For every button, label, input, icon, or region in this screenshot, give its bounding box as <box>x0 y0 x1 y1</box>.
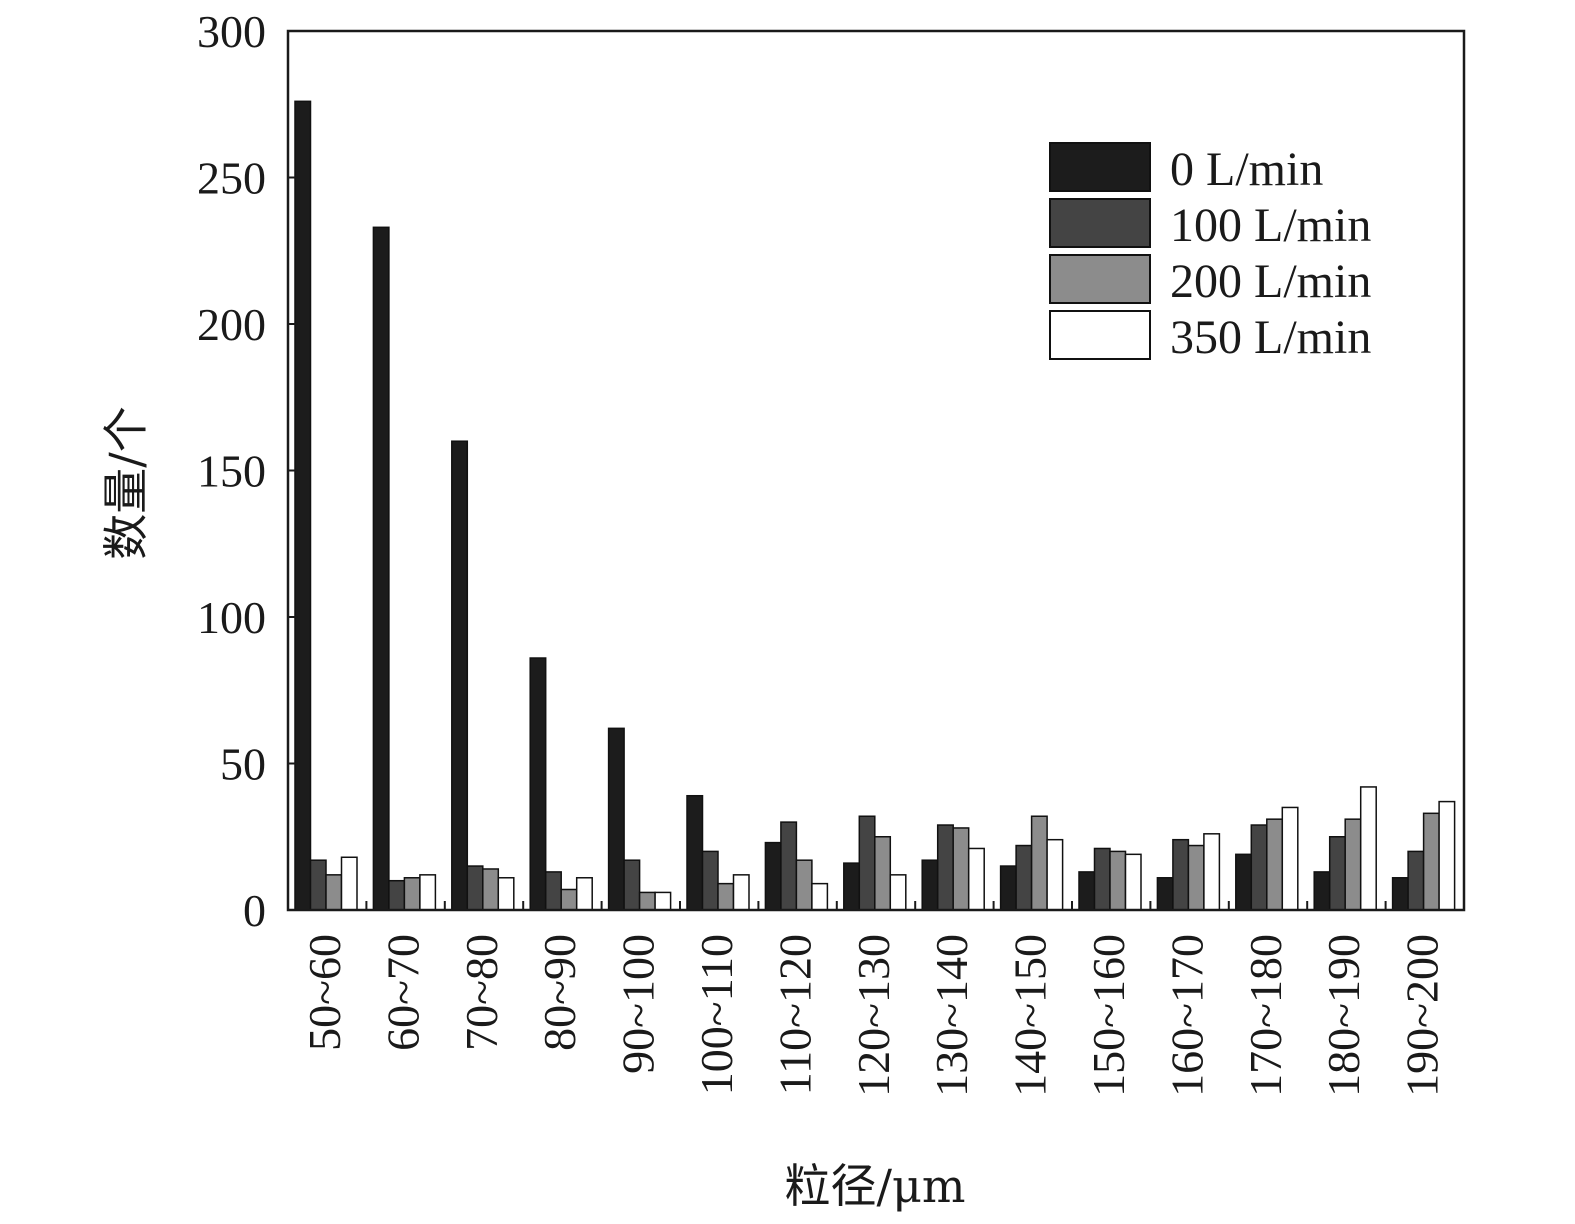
bar-80~90-200 L/min <box>560 888 578 911</box>
bar-140~150-350 L/min <box>1046 838 1064 911</box>
y-axis: 0 50 100 150 200 250 300 <box>197 6 298 936</box>
bar-100~110-100 L/min <box>701 850 719 911</box>
bar-100~110-200 L/min <box>717 882 735 911</box>
bar-90~100-350 L/min <box>654 891 672 911</box>
x-tick-label: 80~90 <box>534 934 585 1051</box>
bar-90~100-200 L/min <box>638 891 656 911</box>
x-tick-label: 50~60 <box>299 934 350 1051</box>
bar-80~90-0 L/min <box>529 657 547 911</box>
bar-50~60-350 L/min <box>340 856 358 911</box>
bar-170~180-100 L/min <box>1250 824 1268 911</box>
bar-120~130-100 L/min <box>858 815 876 911</box>
bar-120~130-200 L/min <box>874 836 892 911</box>
bar-90~100-0 L/min <box>607 727 625 911</box>
bar-70~80-200 L/min <box>482 868 500 911</box>
bar-150~160-0 L/min <box>1078 871 1096 911</box>
bar-100~110-0 L/min <box>686 794 704 911</box>
bar-100~110-350 L/min <box>732 874 750 911</box>
bar-160~170-350 L/min <box>1203 833 1221 911</box>
x-tick-label: 140~150 <box>1005 934 1056 1097</box>
x-tick-label: 90~100 <box>613 934 664 1074</box>
bar-50~60-100 L/min <box>309 859 327 911</box>
bar-120~130-350 L/min <box>889 874 907 911</box>
bar-80~90-350 L/min <box>575 877 593 911</box>
bar-180~190-350 L/min <box>1359 786 1377 911</box>
bar-180~190-200 L/min <box>1344 818 1362 911</box>
bar-60~70-200 L/min <box>403 877 421 911</box>
bar-170~180-0 L/min <box>1235 853 1253 911</box>
y-tick-label: 0 <box>243 885 266 936</box>
bar-70~80-0 L/min <box>451 440 469 911</box>
bar-50~60-0 L/min <box>294 100 312 911</box>
legend-swatch <box>1049 198 1151 248</box>
bar-120~130-0 L/min <box>843 862 861 911</box>
x-tick-label: 150~160 <box>1083 934 1134 1097</box>
legend-label: 100 L/min <box>1170 199 1371 252</box>
bar-180~190-100 L/min <box>1328 836 1346 911</box>
bar-190~200-200 L/min <box>1422 812 1440 911</box>
bar-130~140-200 L/min <box>952 827 970 911</box>
y-tick-label: 150 <box>197 446 266 497</box>
bar-150~160-100 L/min <box>1093 847 1111 911</box>
x-tick-label: 180~190 <box>1318 934 1369 1097</box>
x-tick-label: 60~70 <box>377 934 428 1051</box>
bar-190~200-0 L/min <box>1391 877 1409 911</box>
bar-80~90-100 L/min <box>544 871 562 911</box>
bar-50~60-200 L/min <box>325 874 343 911</box>
bar-90~100-100 L/min <box>623 859 641 911</box>
bar-140~150-100 L/min <box>1015 844 1033 911</box>
legend-swatch <box>1049 254 1151 304</box>
x-tick-label: 190~200 <box>1397 934 1448 1097</box>
bar-150~160-350 L/min <box>1124 853 1142 911</box>
bar-160~170-0 L/min <box>1156 877 1174 911</box>
bar-60~70-350 L/min <box>419 874 437 911</box>
x-tick-label: 100~110 <box>691 934 742 1095</box>
bar-150~160-200 L/min <box>1109 850 1127 911</box>
y-tick-label: 100 <box>197 592 266 643</box>
bar-130~140-350 L/min <box>967 847 985 911</box>
y-tick-label: 50 <box>220 739 266 790</box>
x-axis-title: 粒径/μm <box>784 1159 965 1213</box>
legend-label: 200 L/min <box>1170 255 1371 308</box>
legend-label: 350 L/min <box>1170 311 1371 364</box>
bar-140~150-200 L/min <box>1030 815 1048 911</box>
legend-swatch <box>1049 310 1151 360</box>
legend-swatch <box>1049 142 1151 192</box>
bar-110~120-200 L/min <box>795 859 813 911</box>
bar-110~120-100 L/min <box>780 821 798 911</box>
bar-170~180-350 L/min <box>1281 806 1299 911</box>
bar-70~80-350 L/min <box>497 877 515 911</box>
y-tick-label: 300 <box>197 6 266 57</box>
x-tick-label: 170~180 <box>1240 934 1291 1097</box>
bar-70~80-100 L/min <box>466 865 484 911</box>
bar-190~200-100 L/min <box>1407 850 1425 911</box>
legend-label: 0 L/min <box>1170 143 1323 196</box>
x-tick-label: 70~80 <box>456 934 507 1051</box>
x-tick-label: 130~140 <box>926 934 977 1097</box>
bar-160~170-100 L/min <box>1172 838 1190 911</box>
y-tick-label: 250 <box>197 153 266 204</box>
bar-60~70-0 L/min <box>372 226 390 911</box>
x-tick-label: 160~170 <box>1161 934 1212 1097</box>
bar-60~70-100 L/min <box>388 879 406 911</box>
bar-130~140-100 L/min <box>936 824 954 911</box>
bar-180~190-0 L/min <box>1313 871 1331 911</box>
bar-160~170-200 L/min <box>1187 844 1205 911</box>
bar-190~200-350 L/min <box>1438 800 1456 911</box>
bar-110~120-0 L/min <box>764 841 782 911</box>
y-axis-title: 数量/个 <box>99 406 153 560</box>
bar-140~150-0 L/min <box>999 865 1017 911</box>
x-axis: 50~60 60~70 70~80 80~90 90~100 100~110 110~120… <box>299 901 1448 1097</box>
y-tick-label: 200 <box>197 299 266 350</box>
bar-110~120-350 L/min <box>811 882 829 911</box>
bar-170~180-200 L/min <box>1266 818 1284 911</box>
bar-130~140-0 L/min <box>921 859 939 911</box>
x-tick-label: 120~130 <box>848 934 899 1097</box>
x-tick-label: 110~120 <box>769 934 820 1095</box>
